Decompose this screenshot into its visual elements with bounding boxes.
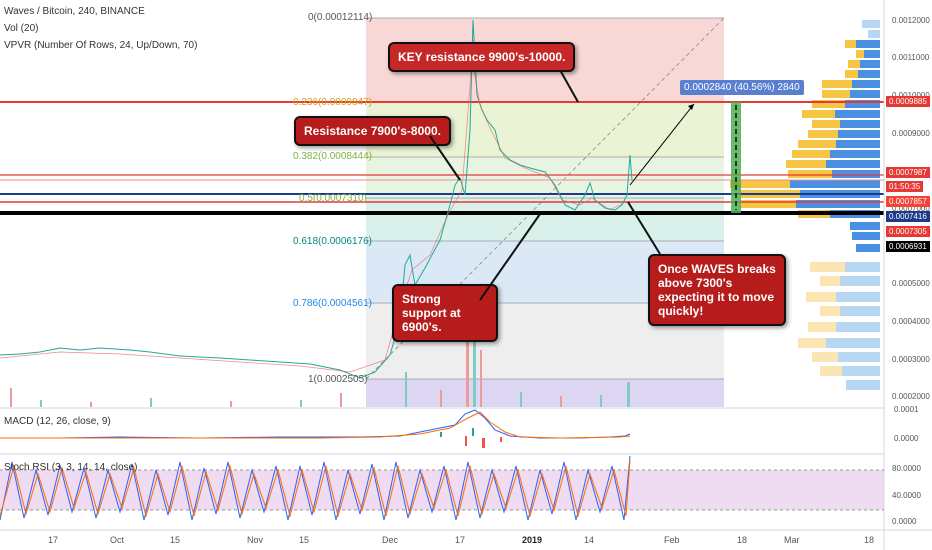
time-tick: 18 <box>864 535 875 545</box>
support-callout[interactable]: Strong support at 6900's. <box>392 284 498 342</box>
price-tick: 0.0012000 <box>892 16 930 25</box>
fib-label: 0.786(0.0004561) <box>293 298 372 309</box>
chart-title: Waves / Bitcoin, 240, BINANCE <box>4 6 145 17</box>
time-tick: 15 <box>170 535 181 545</box>
vpvr-profile <box>730 20 880 390</box>
vol-indicator-label[interactable]: Vol (20) <box>4 23 39 34</box>
price-tick: 0.0010000 <box>892 91 930 100</box>
time-tick: 17 <box>48 535 59 545</box>
key-resistance-callout[interactable]: KEY resistance 9900's-10000. <box>388 42 576 72</box>
macd-tick: 0.0000 <box>894 434 919 443</box>
volume-bars <box>10 320 630 407</box>
price-tick: 0.0005000 <box>892 279 930 288</box>
price-tick: 0.0011000 <box>892 53 930 62</box>
price-tick: 0.0004000 <box>892 317 930 326</box>
time-tick: 17 <box>455 535 466 545</box>
breakout-callout[interactable]: Once WAVES breaks above 7300's expecting… <box>648 254 786 326</box>
stoch-rsi-label[interactable]: Stoch RSI (3, 3, 14, 14, close) <box>4 462 138 473</box>
time-tick: Feb <box>664 535 680 545</box>
fib-label: 0.618(0.0006176) <box>293 236 372 247</box>
time-tick: 2019 <box>522 535 543 545</box>
vpvr-indicator-label[interactable]: VPVR (Number Of Rows, 24, Up/Down, 70) <box>4 40 198 51</box>
price-tick: 0.0009000 <box>892 129 930 138</box>
price-label-tag: 01:50:35 <box>886 181 924 192</box>
time-tick: 15 <box>299 535 310 545</box>
time-tick: Dec <box>382 535 399 545</box>
price-label-tag: 0.0006931 <box>886 241 930 252</box>
price-label-tag: 0.0007857 <box>886 196 930 207</box>
stoch-pane <box>0 455 884 521</box>
price-series <box>0 19 633 379</box>
time-tick: 14 <box>584 535 595 545</box>
price-tick: 0.0002000 <box>892 392 930 401</box>
price-label-tag: 0.0007416 <box>886 211 930 222</box>
stoch-tick: 80.0000 <box>892 464 921 473</box>
fib-label: 1(0.0002505) <box>308 374 368 385</box>
price-label-tag: 0.0007305 <box>886 226 930 237</box>
macd-tick: 0.0001 <box>894 405 919 414</box>
fib-label: 0.382(0.0008444) <box>293 151 372 162</box>
time-tick: Nov <box>247 535 264 545</box>
stoch-tick: 40.0000 <box>892 491 921 500</box>
price-tick: 0.0007000 <box>892 204 930 213</box>
macd-pane <box>0 409 631 448</box>
measure-target-label: 0.0002840 (40.56%) 2840 <box>680 80 804 95</box>
fib-label: 0.5(0.0007310) <box>299 193 367 204</box>
price-label-tag: 0.0009885 <box>886 96 930 107</box>
time-tick: Oct <box>110 535 125 545</box>
price-label-tag: 0.0007987 <box>886 167 930 178</box>
target-measure <box>629 102 741 213</box>
fib-label: 0(0.00012114) <box>308 12 373 23</box>
price-tick: 0.0003000 <box>892 355 930 364</box>
fib-label: 0.236(0.0009847) <box>293 97 372 108</box>
stoch-tick: 0.0000 <box>892 517 917 526</box>
time-tick: Mar <box>784 535 800 545</box>
macd-label[interactable]: MACD (12, 26, close, 9) <box>4 416 111 427</box>
resistance-callout[interactable]: Resistance 7900's-8000. <box>294 116 451 146</box>
time-tick: 18 <box>737 535 748 545</box>
